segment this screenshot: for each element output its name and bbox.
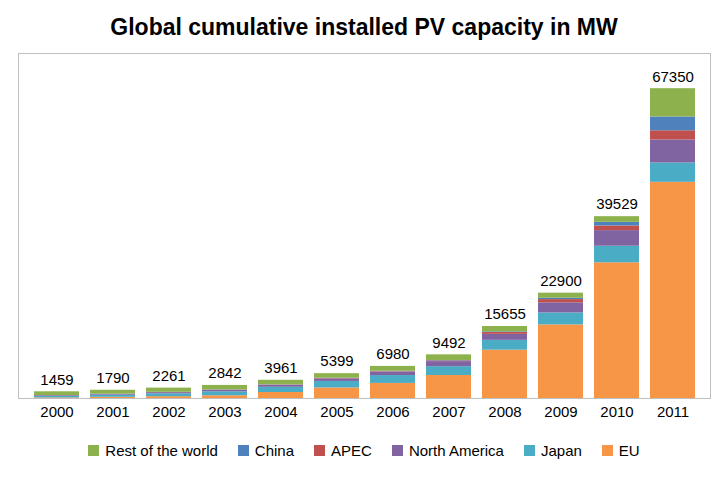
- svg-text:2005: 2005: [320, 403, 353, 420]
- svg-text:9492: 9492: [432, 334, 465, 351]
- svg-text:2261: 2261: [152, 367, 185, 384]
- svg-text:2007: 2007: [432, 403, 465, 420]
- html-text:Japan: Japan: [541, 442, 582, 459]
- html-text:North America: North America: [408, 442, 504, 459]
- html-text:APEC: APEC: [331, 442, 372, 459]
- svg-text:2008: 2008: [488, 403, 521, 420]
- svg-text:6980: 6980: [376, 345, 409, 362]
- svg-text:2009: 2009: [544, 403, 577, 420]
- svg-text:39529: 39529: [596, 195, 638, 212]
- svg-text:1790: 1790: [96, 369, 129, 386]
- svg-text:5399: 5399: [320, 352, 353, 369]
- svg-text:2011: 2011: [657, 403, 689, 420]
- html-text:Global cumulative installed PV: Global cumulative installed PV capacity …: [110, 14, 618, 40]
- svg-text:1459: 1459: [40, 371, 73, 388]
- svg-text:2010: 2010: [600, 403, 633, 420]
- svg-text:2003: 2003: [208, 403, 241, 420]
- svg-text:2004: 2004: [264, 403, 297, 420]
- svg-text:67350: 67350: [652, 67, 694, 84]
- svg-text:2001: 2001: [96, 403, 129, 420]
- svg-text:2000: 2000: [40, 403, 73, 420]
- svg-text:2002: 2002: [152, 403, 185, 420]
- html-text:EU: EU: [618, 442, 640, 459]
- html-text:China: China: [254, 442, 295, 459]
- html-text:Rest of the world: Rest of the world: [105, 442, 218, 459]
- svg-text:2842: 2842: [208, 364, 241, 381]
- svg-text:22900: 22900: [540, 272, 582, 289]
- svg-text:3961: 3961: [264, 359, 297, 376]
- svg-text:15655: 15655: [484, 305, 526, 322]
- svg-text:2006: 2006: [376, 403, 409, 420]
